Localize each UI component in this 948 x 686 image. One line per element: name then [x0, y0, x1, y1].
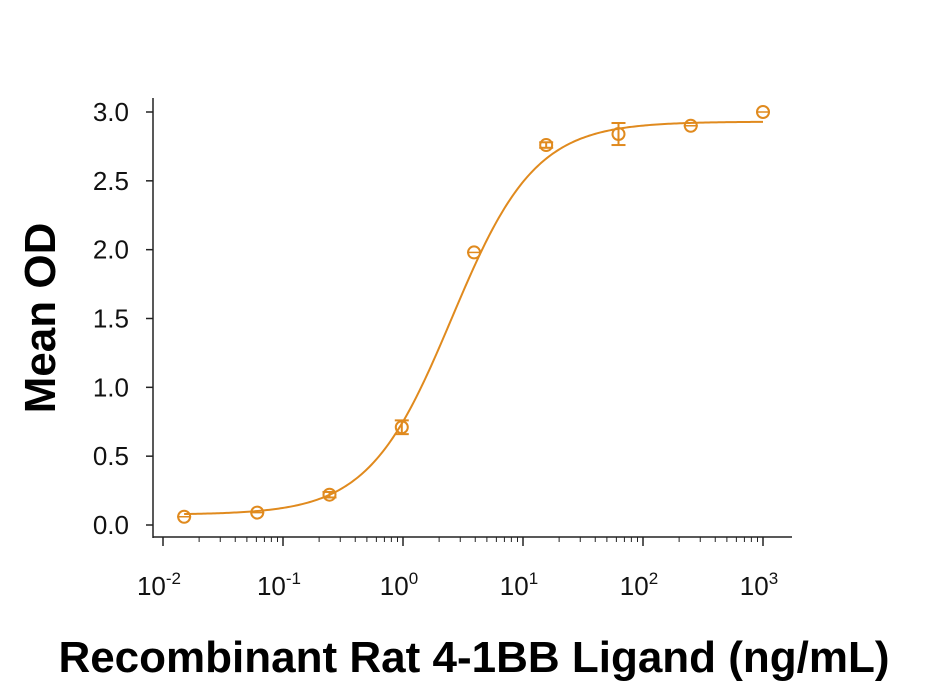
y-tick-label: 0.5: [93, 441, 129, 471]
data-point: [250, 505, 265, 520]
x-tick-label: 103: [740, 569, 778, 601]
data-point: [177, 509, 192, 524]
x-axis: 10-2 10-1 100 101 102 103: [137, 536, 792, 601]
data-point: [322, 487, 337, 502]
data-point: [683, 118, 698, 133]
y-tick-label: 1.0: [93, 372, 129, 402]
y-axis: 0.0 0.5 1.0 1.5 2.0 2.5 3.0: [93, 97, 154, 540]
x-tick-label: 100: [380, 569, 418, 601]
x-axis-title: Recombinant Rat 4-1BB Ligand (ng/mL): [58, 633, 889, 682]
data-points-layer: [177, 105, 770, 524]
x-tick-label: 101: [500, 569, 538, 601]
y-tick-label: 3.0: [93, 97, 129, 127]
y-tick-label: 0.0: [93, 510, 129, 540]
y-axis-title: Mean OD: [16, 223, 65, 414]
x-tick-label: 10-2: [137, 569, 181, 601]
data-point: [467, 245, 482, 260]
x-tick-label: 10-1: [257, 569, 301, 601]
y-tick-label: 2.0: [93, 235, 129, 265]
fit-curve-layer: [184, 120, 764, 516]
data-point: [394, 420, 409, 435]
data-point: [756, 105, 770, 119]
fit-curve: [184, 120, 764, 516]
x-tick-label: 102: [620, 569, 658, 601]
y-tick-label: 1.5: [93, 304, 129, 334]
data-point: [539, 138, 554, 153]
data-point: [611, 127, 626, 142]
y-tick-label: 2.5: [93, 166, 129, 196]
